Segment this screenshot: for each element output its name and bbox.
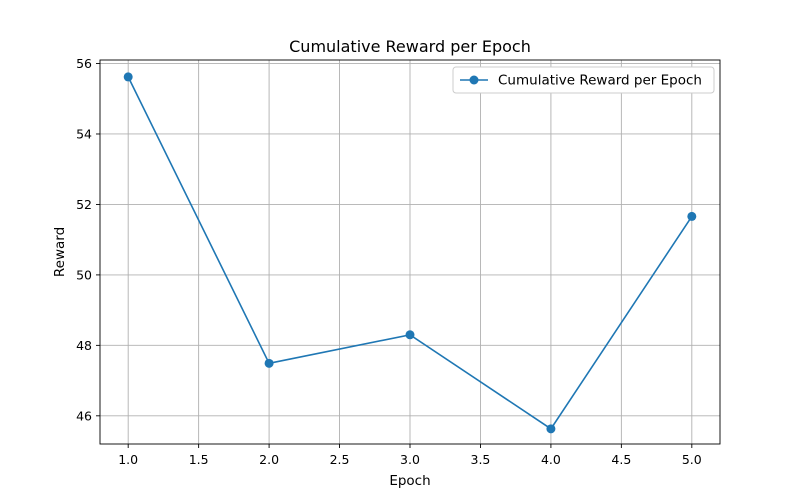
y-tick-label: 50 [76, 267, 92, 282]
x-tick-label: 2.0 [259, 452, 279, 467]
x-tick-label: 2.5 [330, 452, 350, 467]
legend: Cumulative Reward per Epoch [452, 66, 715, 94]
x-tick-label: 4.0 [541, 452, 561, 467]
y-tick-label: 54 [76, 126, 92, 141]
data-point [687, 211, 697, 221]
data-point [405, 330, 415, 340]
legend-label: Cumulative Reward per Epoch [498, 73, 702, 89]
x-tick-label: 5.0 [682, 452, 702, 467]
y-tick-label: 52 [76, 197, 92, 212]
x-tick-label: 3.0 [400, 452, 420, 467]
y-tick-label: 46 [76, 408, 92, 423]
data-point [546, 424, 556, 434]
y-axis-ticks: 46 48 50 52 54 56 [76, 56, 100, 423]
x-tick-label: 3.5 [471, 452, 491, 467]
x-tick-label: 4.5 [611, 452, 631, 467]
chart-title: Cumulative Reward per Epoch [289, 37, 531, 56]
data-points [123, 72, 697, 434]
x-axis-title: Epoch [389, 473, 430, 489]
grid [100, 60, 720, 444]
data-point [123, 72, 133, 82]
x-tick-label: 1.0 [118, 452, 138, 467]
y-tick-label: 56 [76, 56, 92, 71]
y-tick-label: 48 [76, 338, 92, 353]
legend-box [452, 66, 715, 94]
legend-marker-swatch [469, 75, 479, 85]
plot-frame [99, 59, 721, 445]
x-tick-label: 1.5 [189, 452, 209, 467]
y-axis-title: Reward [52, 227, 68, 277]
data-point [264, 358, 274, 368]
x-axis-ticks: 1.0 1.5 2.0 2.5 3.0 3.5 4.0 4.5 5.0 [118, 444, 702, 467]
